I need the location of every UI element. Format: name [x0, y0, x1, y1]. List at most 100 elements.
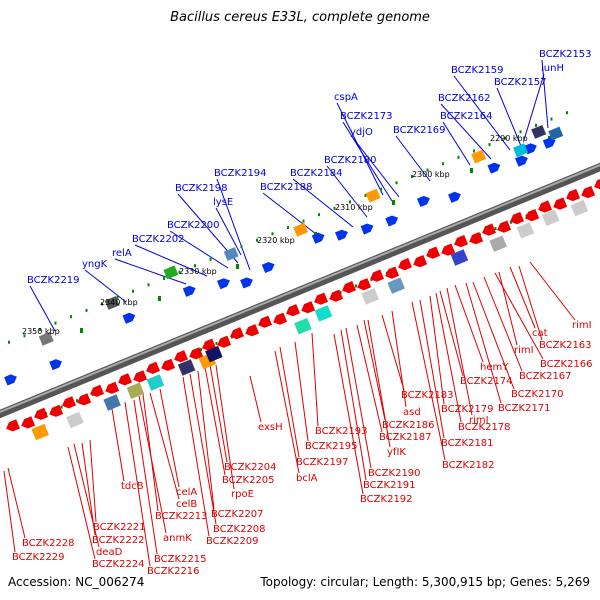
reverse-gene [454, 235, 468, 248]
reverse-leader-line [274, 350, 300, 474]
scale-label: 2320 kbp [257, 236, 295, 245]
forward-gene-label: BCZK2164 [440, 111, 493, 122]
forward-gene [515, 155, 528, 167]
reverse-gene [482, 223, 496, 236]
reverse-leader-line [419, 299, 445, 439]
forward-leader-line [523, 73, 545, 141]
scale-label: 2330 kbp [179, 267, 217, 276]
reverse-gene [245, 324, 260, 337]
reverse-gene [258, 315, 272, 328]
forward-gene [261, 262, 275, 273]
reverse-gene [161, 358, 176, 371]
scale-label: 2310 kbp [335, 203, 373, 212]
reverse-gene [469, 232, 484, 245]
reverse-gene [217, 335, 232, 348]
reverse-gene [146, 361, 160, 374]
reverse-gene [273, 312, 288, 325]
reverse-leader-line [333, 333, 364, 495]
outer-tick [116, 296, 119, 300]
reverse-gene-label: anmK [163, 533, 192, 544]
accession-text: Accession: NC_006274 [8, 575, 145, 589]
forward-gene [417, 195, 430, 207]
reverse-leader-line [182, 376, 210, 537]
forward-gene [49, 359, 62, 371]
forward-leader-line [326, 165, 368, 218]
reverse-gene-label: rimI [572, 320, 592, 331]
forward-leader-line [292, 178, 354, 228]
reverse-gene [370, 269, 384, 282]
reverse-gene-label: BCZK2183 [401, 390, 454, 401]
reverse-gene-block [570, 199, 589, 217]
reverse-gene [230, 327, 244, 340]
inner-tick [355, 284, 357, 288]
reverse-gene [398, 258, 412, 271]
outer-tick [349, 200, 351, 204]
forward-gene-label: relA [112, 248, 132, 259]
reverse-gene [510, 211, 524, 225]
reverse-gene [34, 407, 48, 420]
reverse-gene [426, 246, 440, 259]
reverse-gene [133, 370, 148, 383]
reverse-gene-label: BCZK2167 [519, 371, 572, 382]
outer-tick [318, 213, 320, 217]
forward-gene-block [223, 247, 239, 261]
forward-gene [335, 229, 348, 241]
outer-tick [147, 283, 150, 287]
reverse-leader-line [465, 282, 502, 404]
forward-leader-line [169, 230, 229, 269]
genome-backbone [0, 162, 600, 419]
reverse-gene-label: cat [532, 328, 548, 339]
inner-tick [494, 227, 497, 231]
reverse-leader-line [89, 439, 97, 523]
genome-title: Bacillus cereus E33L, complete genome [170, 10, 430, 25]
major-tick [236, 264, 239, 269]
inner-tick [76, 399, 78, 403]
reverse-leader-line [109, 396, 125, 482]
forward-leader-line [262, 192, 317, 235]
forward-leader-line [342, 121, 393, 202]
reverse-gene-label: tdcB [121, 481, 144, 492]
reverse-leader-line [381, 314, 405, 391]
reverse-leader-line [3, 470, 16, 553]
reverse-leader-line [73, 443, 100, 548]
reverse-gene [525, 209, 540, 222]
outer-tick [240, 245, 243, 249]
outer-tick [8, 340, 10, 344]
reverse-gene-block [541, 209, 560, 226]
outer-tick [395, 181, 398, 185]
reverse-gene [441, 243, 456, 256]
reverse-gene-block [387, 277, 405, 294]
reverse-gene-label: BCZK2178 [458, 422, 511, 433]
forward-gene [360, 223, 374, 235]
reverse-gene-label: BCZK2193 [315, 426, 368, 437]
outer-tick [473, 149, 475, 153]
inner-tick [215, 341, 218, 345]
reverse-gene-label: deaD [96, 547, 123, 558]
outer-tick [302, 219, 305, 223]
major-tick [392, 200, 395, 205]
scale-label: 2300 kbp [412, 170, 450, 179]
forward-gene [448, 191, 461, 203]
forward-gene-label: BCZK2162 [438, 93, 491, 104]
forward-gene [122, 312, 136, 324]
outer-tick [426, 168, 429, 172]
inner-tick [60, 405, 63, 409]
forward-gene [4, 374, 17, 386]
inner-tick [339, 290, 342, 294]
scale-label: 2350 kbp [22, 327, 60, 336]
forward-gene-label: BCZK2188 [260, 182, 313, 193]
forward-gene-block [38, 331, 54, 346]
forward-gene-label: lysE [213, 197, 233, 208]
reverse-leader-line [345, 327, 372, 469]
forward-gene-block [293, 222, 309, 237]
reverse-gene-block [205, 345, 223, 363]
reverse-gene [497, 220, 512, 233]
reverse-gene-label: BCZK2170 [511, 389, 564, 400]
reverse-gene [301, 301, 316, 314]
reverse-leader-line [311, 332, 319, 427]
reverse-leader-line [279, 346, 300, 458]
outer-tick [519, 130, 522, 134]
